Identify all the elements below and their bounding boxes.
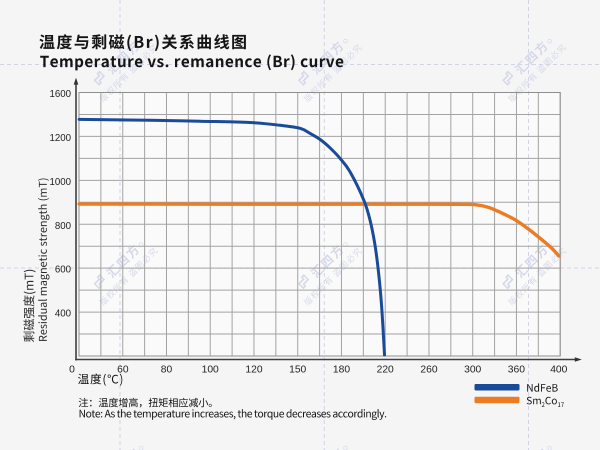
svg-text:180: 180 [333, 365, 350, 376]
svg-text:600: 600 [55, 265, 72, 276]
svg-text:60: 60 [117, 365, 129, 376]
svg-text:80: 80 [161, 365, 173, 376]
svg-text:100: 100 [202, 365, 219, 376]
svg-text:0: 0 [69, 365, 75, 376]
svg-text:400: 400 [55, 309, 72, 320]
svg-text:150: 150 [289, 365, 306, 376]
svg-text:260: 260 [420, 365, 437, 376]
svg-text:800: 800 [55, 221, 72, 232]
svg-text:1600: 1600 [49, 89, 71, 100]
svg-text:400: 400 [550, 365, 567, 376]
svg-text:360: 360 [508, 365, 525, 376]
svg-text:1000: 1000 [49, 177, 71, 188]
svg-text:120: 120 [245, 365, 262, 376]
svg-text:300: 300 [464, 365, 481, 376]
svg-text:220: 220 [377, 365, 394, 376]
svg-text:1200: 1200 [49, 133, 71, 144]
